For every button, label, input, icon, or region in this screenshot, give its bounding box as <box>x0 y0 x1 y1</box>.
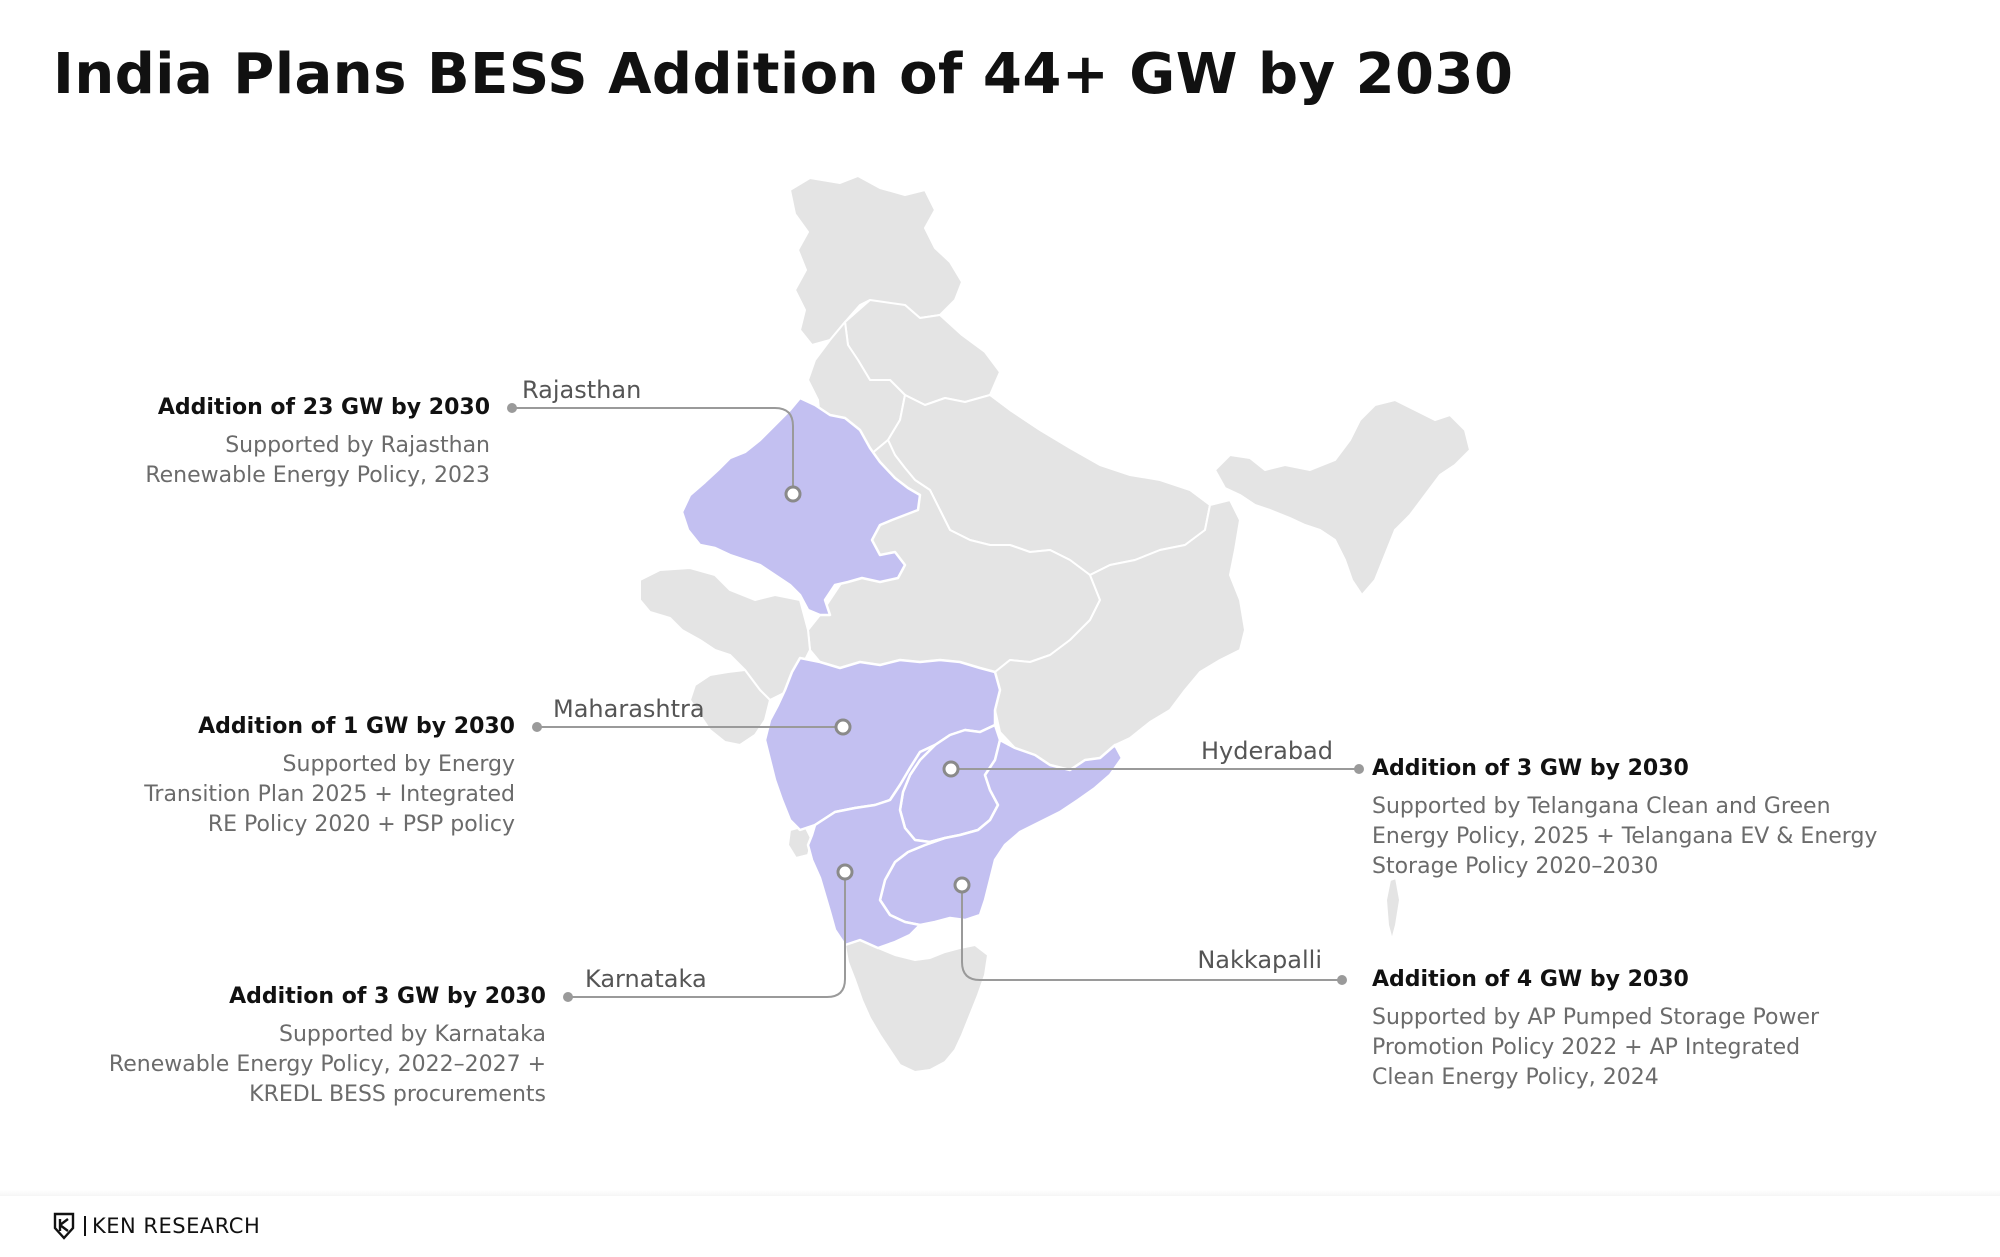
location-markers <box>784 485 971 894</box>
page-title: India Plans BESS Addition of 44+ GW by 2… <box>53 42 1514 107</box>
rajasthan-region[interactable] <box>680 396 922 617</box>
ken-research-logo: KEN RESEARCH <box>52 1212 260 1240</box>
nakkapalli-description: Supported by AP Pumped Storage Power Pro… <box>1372 1003 1819 1093</box>
hyderabad-callout: Addition of 3 GW by 2030 Supported by Te… <box>1372 754 1877 882</box>
nakkapalli-leader <box>961 885 1342 981</box>
hyderabad-marker[interactable] <box>942 760 960 778</box>
maharashtra-marker[interactable] <box>834 718 852 736</box>
karnataka-region[interactable] <box>806 743 947 950</box>
nakkapalli-headline: Addition of 4 GW by 2030 <box>1372 967 1689 992</box>
hyderabad-desc-line: Energy Policy, 2025 + Telangana EV & Ene… <box>1372 824 1878 849</box>
nakkapalli-label: Nakkapalli <box>1197 946 1322 974</box>
karnataka-leader <box>568 872 846 998</box>
karnataka-desc-line: Supported by Karnataka <box>279 1022 546 1047</box>
rajasthan-label: Rajasthan <box>522 376 641 404</box>
logo-separator-icon <box>84 1216 86 1236</box>
rajasthan-callout: Addition of 23 GW by 2030 Supported by R… <box>145 393 490 491</box>
nakkapalli-marker[interactable] <box>953 876 971 894</box>
karnataka-description: Supported by Karnataka Renewable Energy … <box>109 1020 546 1110</box>
karnataka-label: Karnataka <box>585 965 707 993</box>
rajasthan-marker[interactable] <box>784 485 802 503</box>
leader-dots <box>507 403 1364 1002</box>
maharashtra-desc-line: Transition Plan 2025 + Integrated <box>144 782 515 807</box>
rajasthan-desc-line: Renewable Energy Policy, 2023 <box>145 463 490 488</box>
hyderabad-label: Hyderabad <box>1201 737 1333 765</box>
nakkapalli-desc-line: Promotion Policy 2022 + AP Integrated <box>1372 1035 1801 1060</box>
hyderabad-leader-end-dot <box>1354 764 1364 774</box>
maharashtra-callout: Addition of 1 GW by 2030 Supported by En… <box>144 712 515 840</box>
karnataka-leader-end-dot <box>563 992 573 1002</box>
highlighted-regions <box>680 396 1124 950</box>
nakkapalli-desc-line: Supported by AP Pumped Storage Power <box>1372 1005 1820 1030</box>
rajasthan-leader <box>512 407 794 494</box>
india-base-map <box>639 175 1471 1073</box>
nakkapalli-leader-end-dot <box>1337 975 1347 985</box>
karnataka-callout: Addition of 3 GW by 2030 Supported by Ka… <box>109 982 546 1110</box>
karnataka-headline: Addition of 3 GW by 2030 <box>229 984 546 1009</box>
maharashtra-desc-line: RE Policy 2020 + PSP policy <box>207 812 515 837</box>
leader-lines <box>512 407 1359 998</box>
rajasthan-description: Supported by Rajasthan Renewable Energy … <box>145 431 490 491</box>
hyderabad-desc-line: Storage Policy 2020–2030 <box>1372 854 1659 879</box>
hyderabad-description: Supported by Telangana Clean and Green E… <box>1372 792 1877 882</box>
andhra-pradesh-region[interactable] <box>878 738 1124 927</box>
maharashtra-headline: Addition of 1 GW by 2030 <box>198 714 515 739</box>
rajasthan-leader-end-dot <box>507 403 517 413</box>
nakkapalli-callout: Addition of 4 GW by 2030 Supported by AP… <box>1372 965 1819 1093</box>
maharashtra-label: Maharashtra <box>553 695 705 723</box>
brand-name: KEN RESEARCH <box>92 1214 261 1238</box>
hyderabad-headline: Addition of 3 GW by 2030 <box>1372 756 1689 781</box>
karnataka-desc-line: Renewable Energy Policy, 2022–2027 + <box>108 1052 546 1077</box>
ken-research-logo-icon <box>53 1212 75 1240</box>
karnataka-desc-line: KREDL BESS procurements <box>249 1082 546 1107</box>
footer <box>0 1196 2000 1257</box>
maharashtra-leader-end-dot <box>532 722 542 732</box>
hyderabad-desc-line: Supported by Telangana Clean and Green <box>1372 794 1831 819</box>
rajasthan-desc-line: Supported by Rajasthan <box>225 433 490 458</box>
rajasthan-headline: Addition of 23 GW by 2030 <box>157 395 490 420</box>
maharashtra-description: Supported by Energy Transition Plan 2025… <box>144 750 515 840</box>
maharashtra-desc-line: Supported by Energy <box>282 752 515 777</box>
nakkapalli-desc-line: Clean Energy Policy, 2024 <box>1372 1065 1659 1090</box>
karnataka-marker[interactable] <box>836 863 854 881</box>
